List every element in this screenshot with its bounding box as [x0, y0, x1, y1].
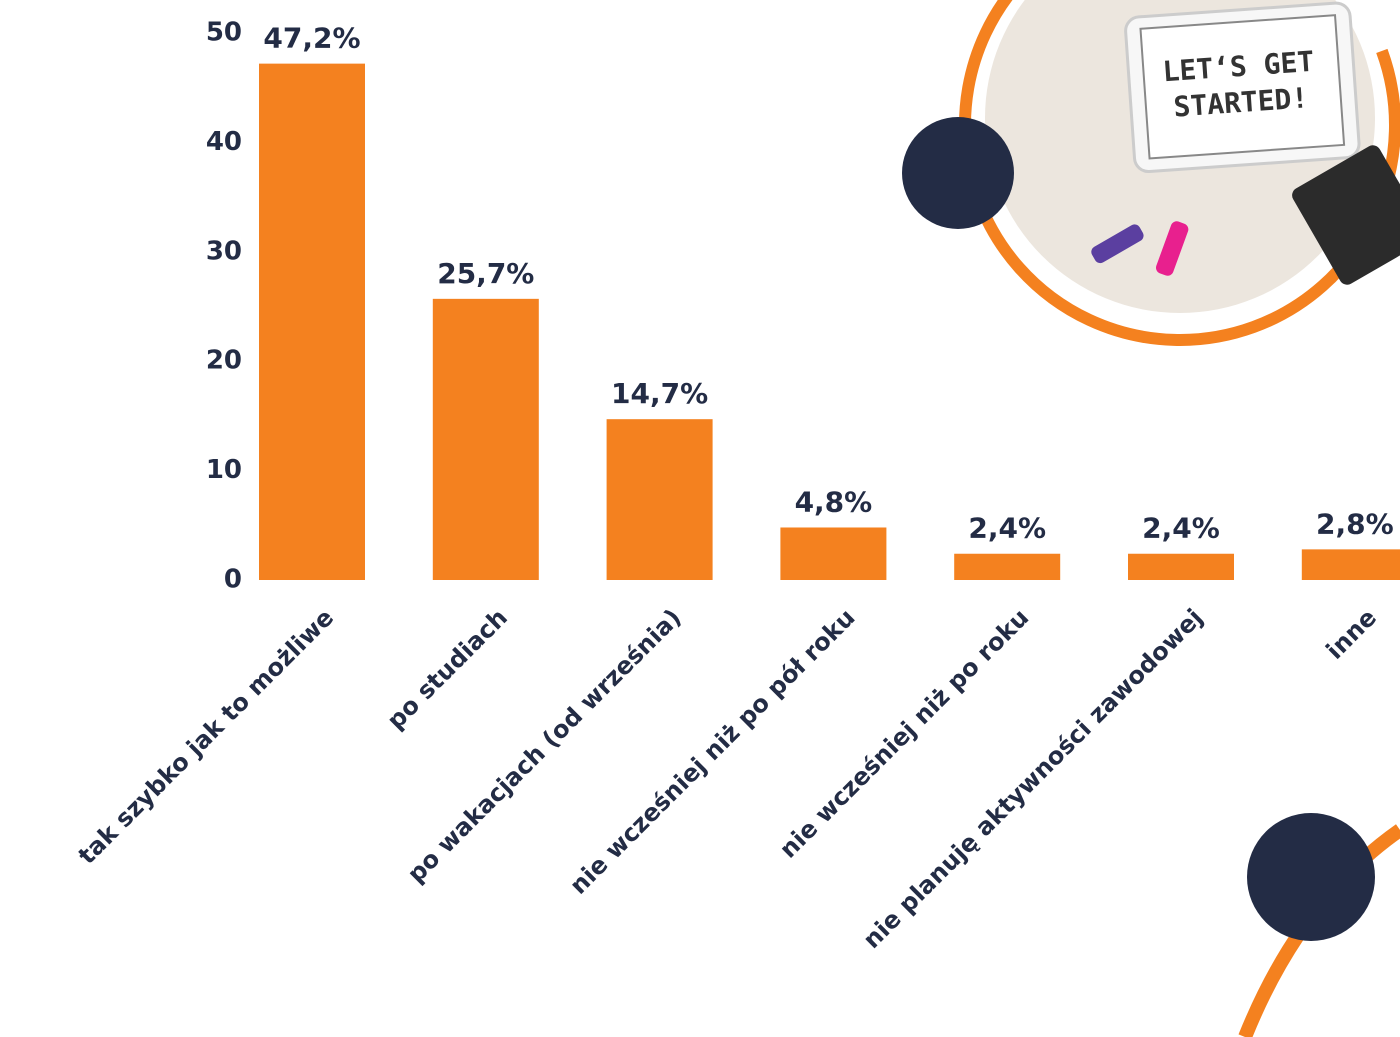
bar	[432, 298, 539, 580]
x-tick-label: nie planuję aktywności zawodowej	[858, 603, 1209, 954]
bar	[1301, 549, 1400, 580]
y-tick-label: 30	[206, 236, 242, 266]
y-tick-label: 50	[206, 18, 242, 48]
tablet-screen	[1139, 14, 1346, 160]
y-tick-label: 40	[206, 127, 242, 157]
marker	[1091, 224, 1144, 264]
bar	[954, 553, 1061, 580]
x-tick-label: po wakacjach (od września)	[402, 603, 687, 888]
bar	[259, 63, 365, 580]
value-label: 2,8%	[1316, 507, 1394, 540]
bar	[780, 527, 887, 580]
x-tick-label: po studiach	[382, 603, 513, 734]
value-label: 14,7%	[611, 377, 708, 410]
x-tick-label: inne	[1321, 603, 1382, 664]
bar	[1128, 553, 1234, 580]
decoration: LET‘S GET STARTED!	[902, 0, 1400, 1037]
y-tick-label: 20	[206, 346, 242, 376]
value-label: 47,2%	[263, 22, 360, 55]
y-tick-label: 0	[224, 565, 242, 595]
x-tick-label: nie wcześniej niż po pół roku	[564, 603, 860, 899]
bar	[606, 419, 713, 580]
notebook	[1292, 145, 1400, 285]
value-label: 2,4%	[1142, 512, 1220, 545]
value-label: 4,8%	[795, 485, 873, 518]
x-tick-label: tak szybko jak to możliwe	[73, 603, 339, 869]
value-label: 25,7%	[437, 257, 534, 290]
y-tick-label: 10	[206, 455, 242, 485]
navy-dot	[1247, 813, 1375, 941]
marker	[1155, 221, 1189, 276]
navy-dot	[902, 117, 1014, 229]
value-label: 2,4%	[968, 512, 1046, 545]
